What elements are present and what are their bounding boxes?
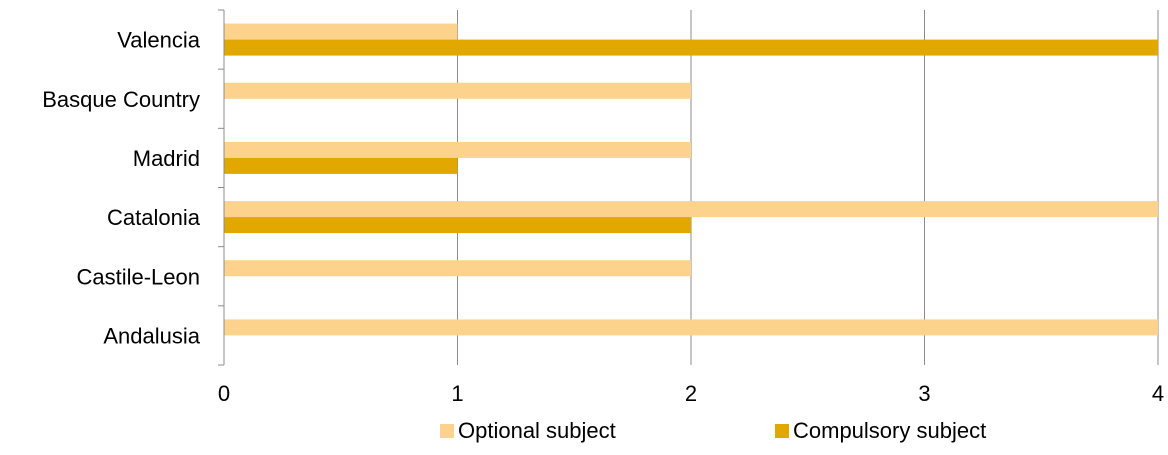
- x-tick-label: 4: [1152, 381, 1164, 406]
- x-tick-label: 2: [685, 381, 697, 406]
- label-layer: 0 1 2 3 4 Valencia Basque Country Madrid Catalon…: [42, 28, 1164, 406]
- bar-optional-basque-country: [224, 82, 691, 99]
- bar-optional-valencia: [224, 23, 458, 40]
- bar-compulsory-valencia: [224, 39, 1158, 56]
- bar-optional-madrid: [224, 141, 691, 158]
- bar-optional-andalusia: [224, 319, 1158, 336]
- category-label: Madrid: [133, 146, 200, 171]
- x-tick-label: 0: [218, 381, 230, 406]
- bar-optional-catalonia: [224, 201, 1158, 218]
- grid-layer: [457, 10, 1159, 365]
- legend: Optional subject Compulsory subject: [440, 418, 986, 443]
- category-label: Castile-Leon: [76, 264, 200, 289]
- bar-optional-castile-leon: [224, 260, 691, 277]
- legend-label: Compulsory subject: [793, 418, 986, 443]
- legend-label: Optional subject: [458, 418, 616, 443]
- bar-compulsory-madrid: [224, 157, 458, 174]
- bar-layer: [224, 23, 1158, 336]
- legend-swatch: [440, 424, 454, 438]
- category-label: Catalonia: [107, 205, 201, 230]
- bar-compulsory-catalonia: [224, 217, 691, 234]
- category-label: Basque Country: [42, 87, 200, 112]
- x-tick-label: 3: [918, 381, 930, 406]
- legend-swatch: [775, 424, 789, 438]
- x-tick-label: 1: [451, 381, 463, 406]
- category-label: Valencia: [117, 28, 201, 53]
- axis-layer: [218, 9, 225, 366]
- category-label: Andalusia: [103, 323, 200, 348]
